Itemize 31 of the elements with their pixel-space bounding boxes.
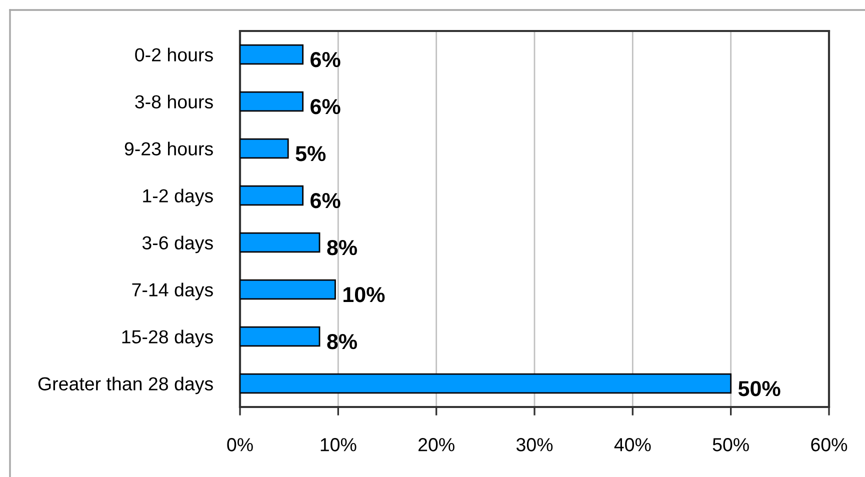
data-label: 10% (344, 286, 385, 302)
bar (240, 326, 320, 347)
y-tick-label: 7-14 days (132, 282, 213, 300)
data-label: 6% (310, 52, 340, 68)
x-tick-label: 10% (320, 438, 356, 452)
x-tick-label: 50% (712, 438, 749, 452)
data-label: 8% (327, 240, 358, 256)
bar (240, 373, 732, 394)
data-label: 8% (327, 334, 358, 350)
bar (240, 138, 289, 159)
bar (240, 91, 304, 112)
y-tick-label: Greater than 28 days (38, 376, 213, 394)
y-tick-label: 0-2 hours (135, 48, 213, 62)
y-tick-label: 15-28 days (122, 330, 213, 348)
data-label: 5% (296, 146, 326, 162)
bar (240, 44, 304, 65)
bar (240, 185, 304, 206)
x-tick-label: 20% (418, 438, 454, 452)
bar (240, 232, 320, 253)
x-tick-label: 40% (614, 438, 651, 452)
y-tick-label: 1-2 days (143, 188, 213, 206)
bar (240, 279, 336, 300)
y-tick-label: 3-8 hours (135, 94, 213, 108)
data-label: 50% (738, 380, 780, 396)
data-label: 6% (310, 192, 340, 208)
x-tick-label: 60% (811, 438, 848, 452)
y-tick-label: 3-6 days (142, 236, 213, 254)
x-tick-label: 0% (227, 438, 253, 452)
x-tick-label: 30% (516, 438, 553, 452)
y-tick-label: 9-23 hours (124, 142, 213, 156)
data-label: 6% (310, 98, 340, 114)
